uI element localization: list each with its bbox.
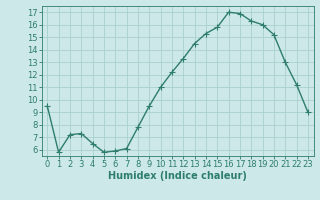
- X-axis label: Humidex (Indice chaleur): Humidex (Indice chaleur): [108, 171, 247, 181]
